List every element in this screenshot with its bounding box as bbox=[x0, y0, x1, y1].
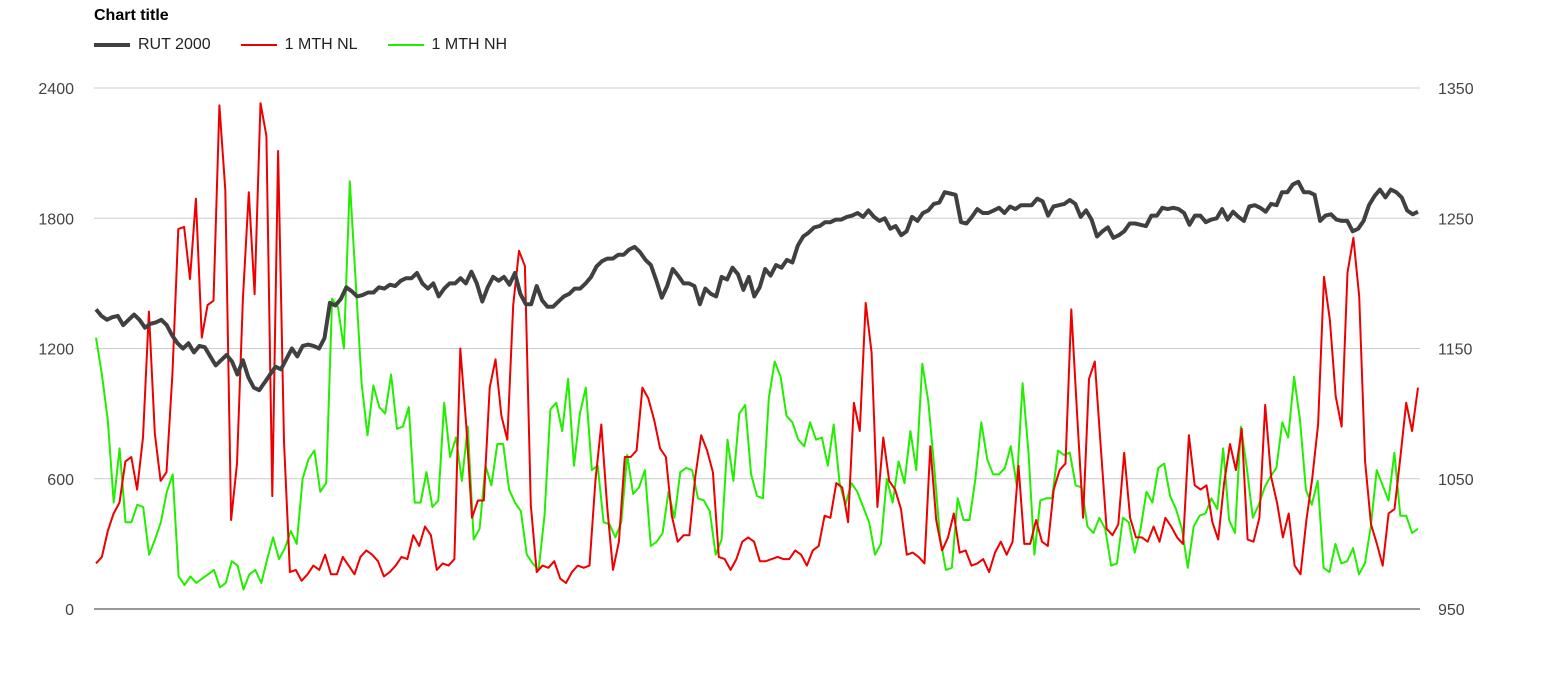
right-tick-label: 1250 bbox=[1438, 211, 1474, 228]
left-tick-label: 2400 bbox=[38, 81, 74, 98]
chart-title: Chart title bbox=[94, 7, 169, 24]
right-axis-ticks: 1350 1250 1150 1050 950 bbox=[1438, 81, 1474, 619]
legend-label-rut-2000: RUT 2000 bbox=[138, 36, 211, 53]
series-line-rut-2000 bbox=[94, 179, 1419, 393]
legend: RUT 2000 1 MTH NL 1 MTH NH bbox=[94, 36, 537, 54]
right-tick-label: 1050 bbox=[1438, 472, 1474, 489]
right-tick-label: 950 bbox=[1438, 602, 1465, 619]
left-axis-ticks: 2400 1800 1200 600 0 bbox=[38, 81, 74, 619]
left-tick-label: 1800 bbox=[38, 211, 74, 228]
legend-swatch-1-mth-nh bbox=[387, 44, 424, 46]
left-tick-label: 1200 bbox=[38, 342, 74, 359]
legend-item-1-mth-nh[interactable]: 1 MTH NH bbox=[387, 36, 508, 54]
right-tick-label: 1150 bbox=[1438, 342, 1473, 359]
legend-item-rut-2000[interactable]: RUT 2000 bbox=[94, 36, 211, 54]
legend-label-1-mth-nl: 1 MTH NL bbox=[284, 36, 358, 53]
series-line-1-mth-nl bbox=[95, 102, 1419, 584]
left-tick-label: 0 bbox=[65, 602, 74, 619]
legend-swatch-1-mth-nl bbox=[240, 44, 277, 46]
series-layer bbox=[94, 102, 1419, 591]
right-tick-label: 1350 bbox=[1438, 81, 1474, 98]
legend-swatch-rut-2000 bbox=[94, 43, 130, 47]
series-line-1-mth-nh bbox=[95, 180, 1419, 591]
left-tick-label: 600 bbox=[47, 472, 74, 489]
legend-label-1-mth-nh: 1 MTH NH bbox=[431, 36, 508, 53]
legend-item-1-mth-nl[interactable]: 1 MTH NL bbox=[240, 36, 358, 54]
